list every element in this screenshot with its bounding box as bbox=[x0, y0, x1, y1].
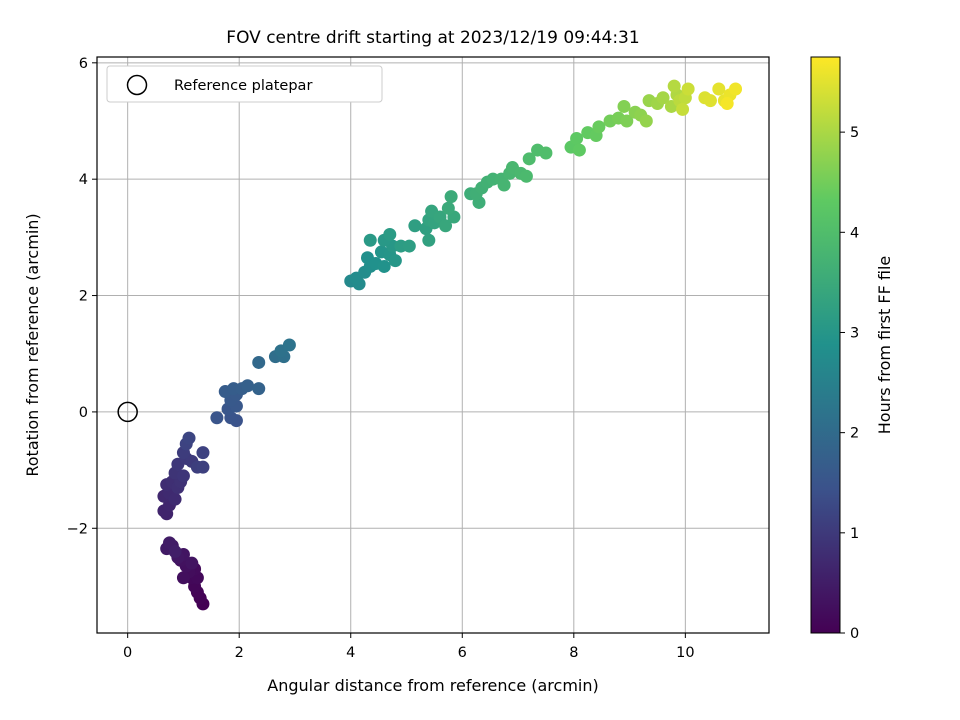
data-point bbox=[168, 492, 182, 506]
x-axis-label: Angular distance from reference (arcmin) bbox=[267, 676, 598, 695]
colorbar-label: Hours from first FF file bbox=[875, 256, 894, 435]
data-point bbox=[182, 431, 196, 445]
colorbar-tick-label: 1 bbox=[850, 526, 859, 542]
data-point bbox=[729, 82, 743, 96]
y-tick-label: 6 bbox=[79, 56, 88, 72]
x-tick-label: 8 bbox=[569, 645, 578, 661]
legend-label: Reference platepar bbox=[174, 78, 312, 94]
x-axis: 0 2 4 6 8 10 bbox=[123, 633, 695, 661]
colorbar-axis: 0 1 2 3 4 5 bbox=[840, 125, 859, 642]
data-point bbox=[497, 178, 511, 192]
data-points bbox=[157, 79, 743, 611]
y-tick-label: 4 bbox=[79, 172, 88, 188]
legend-marker-icon bbox=[126, 74, 148, 96]
data-point bbox=[681, 82, 695, 96]
data-point bbox=[422, 233, 436, 247]
data-point bbox=[656, 91, 670, 105]
data-point bbox=[176, 469, 190, 483]
colorbar-tick-label: 5 bbox=[850, 125, 859, 141]
data-point bbox=[402, 239, 416, 253]
data-point bbox=[570, 131, 584, 145]
data-point bbox=[168, 545, 182, 559]
x-tick-label: 6 bbox=[458, 645, 467, 661]
legend: Reference platepar bbox=[106, 65, 383, 103]
colorbar-tick-label: 0 bbox=[850, 626, 859, 642]
data-point bbox=[703, 94, 717, 108]
data-point bbox=[210, 411, 224, 425]
data-point bbox=[439, 219, 453, 233]
data-point bbox=[252, 355, 266, 369]
data-point bbox=[639, 114, 653, 128]
data-point bbox=[377, 259, 391, 273]
data-point bbox=[676, 102, 690, 116]
data-point bbox=[388, 254, 402, 268]
x-tick-label: 2 bbox=[235, 645, 244, 661]
chart-title: FOV centre drift starting at 2023/12/19 … bbox=[226, 28, 639, 48]
data-point bbox=[712, 82, 726, 96]
data-point bbox=[185, 556, 199, 570]
data-point bbox=[519, 169, 533, 183]
reference-marker bbox=[117, 401, 138, 423]
y-tick-label: 0 bbox=[79, 405, 88, 421]
data-point bbox=[241, 379, 255, 393]
data-point bbox=[572, 143, 586, 157]
data-point bbox=[252, 382, 266, 396]
x-tick-label: 0 bbox=[123, 645, 132, 661]
colorbar bbox=[810, 56, 841, 634]
data-point bbox=[383, 227, 397, 241]
y-axis: −2 0 2 4 6 bbox=[67, 56, 97, 537]
data-point bbox=[408, 219, 422, 233]
x-tick-label: 4 bbox=[346, 645, 355, 661]
data-point bbox=[196, 460, 210, 474]
data-point bbox=[196, 446, 210, 460]
grid bbox=[97, 57, 769, 633]
y-tick-label: 2 bbox=[79, 289, 88, 305]
data-point bbox=[720, 97, 734, 111]
colorbar-tick-label: 3 bbox=[850, 325, 859, 341]
data-point bbox=[667, 79, 681, 93]
data-point bbox=[592, 120, 606, 134]
x-tick-label: 10 bbox=[676, 645, 694, 661]
data-point bbox=[620, 114, 634, 128]
y-axis-label: Rotation from reference (arcmin) bbox=[23, 213, 42, 476]
plot-frame bbox=[96, 56, 770, 634]
colorbar-tick-label: 2 bbox=[850, 426, 859, 442]
data-point bbox=[441, 201, 455, 215]
y-tick-label: −2 bbox=[67, 521, 88, 537]
data-point bbox=[539, 146, 553, 160]
data-point bbox=[282, 338, 296, 352]
data-point bbox=[522, 152, 536, 166]
data-point bbox=[176, 571, 190, 585]
legend-box bbox=[106, 65, 383, 103]
data-point bbox=[363, 233, 377, 247]
colorbar-tick-label: 4 bbox=[850, 225, 859, 241]
data-point bbox=[617, 99, 631, 113]
data-point bbox=[444, 190, 458, 204]
